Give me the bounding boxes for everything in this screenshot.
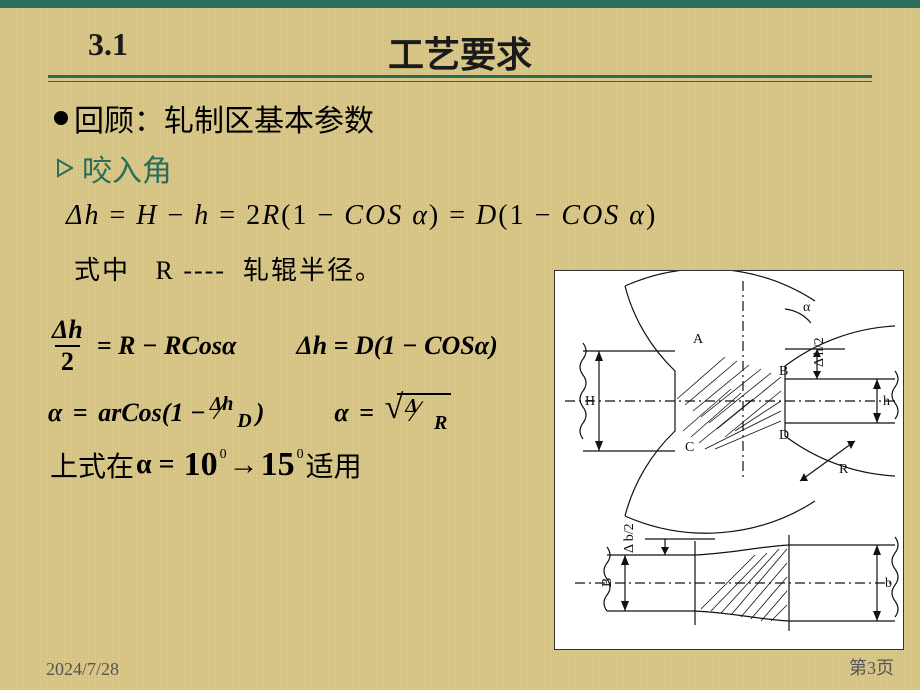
svg-text:b: b xyxy=(885,576,892,591)
eq1b-text: Δh = D(1 − COSα) xyxy=(296,331,497,361)
rolling-diagram: A B C D α R H h Δ h xyxy=(554,270,904,650)
sf-bot: D xyxy=(237,410,251,433)
page-title: 工艺要求 xyxy=(388,26,532,78)
bullet-label: 回顾：轧制区基本参数 xyxy=(74,96,374,140)
eq-alpha-sqrt: α = √ Δ ∕ R xyxy=(334,393,451,433)
deg-b: 0 xyxy=(297,447,304,463)
disc-bullet-icon xyxy=(54,111,68,125)
eq2-close: ) xyxy=(256,398,265,428)
svg-text:h: h xyxy=(883,394,890,409)
sq-bot: R xyxy=(434,412,447,435)
deg-a: 0 xyxy=(220,447,227,463)
svg-text:Δ b/2: Δ b/2 xyxy=(622,523,637,553)
range-a: 10 xyxy=(184,446,218,484)
diagram-svg: A B C D α R H h Δ h xyxy=(555,271,905,651)
subitem-bite-angle: 咬入角 xyxy=(56,146,900,190)
slash-fraction-dh-D: Δh ∕ D xyxy=(210,395,252,431)
section-number: 3.1 xyxy=(88,26,128,63)
main-formula: Δh = H − h = 2R(1 − COS α) = D(1 − COS α… xyxy=(66,200,900,232)
applies-prefix: 上式在 xyxy=(50,445,134,485)
eq1-den: 2 xyxy=(55,345,80,375)
note-prefix: 式中 xyxy=(74,256,130,285)
bullet-review: 回顾：轧制区基本参数 xyxy=(54,96,900,140)
eq-alpha-arccos: α = arCos(1 − Δh ∕ D ) xyxy=(48,395,264,431)
slash-fraction-D-R: Δ ∕ R xyxy=(405,397,447,433)
svg-text:D: D xyxy=(779,428,789,443)
title-row: 3.1 工艺要求 xyxy=(0,8,920,75)
svg-text:R: R xyxy=(839,462,849,477)
svg-text:Δ h/2: Δ h/2 xyxy=(812,337,827,367)
range-arrow: → xyxy=(229,448,259,482)
eq-dh-D: Δh = D(1 − COSα) xyxy=(296,331,497,361)
note-symbol: R xyxy=(156,256,175,285)
footer-date: 2024/7/28 xyxy=(46,659,119,680)
eq-dh-over-2: Δh 2 = R − RCosα xyxy=(48,317,236,375)
svg-text:B: B xyxy=(779,364,788,379)
label-alpha: α xyxy=(803,300,811,315)
note-desc: 轧辊半径。 xyxy=(243,256,383,285)
svg-text:A: A xyxy=(693,332,704,347)
svg-text:C: C xyxy=(685,440,694,455)
eq1-right: = R − RCosα xyxy=(97,331,237,361)
top-accent-bar xyxy=(0,0,920,8)
eq1-num: Δh xyxy=(52,315,83,344)
svg-text:B: B xyxy=(600,578,615,587)
arrow-right-icon xyxy=(56,158,76,178)
note-dashes: ---- xyxy=(183,256,226,285)
footer-page: 第3页 xyxy=(849,654,894,680)
subitem-label: 咬入角 xyxy=(82,146,172,190)
svg-text:H: H xyxy=(585,394,595,409)
range-b: 15 xyxy=(261,446,295,484)
applies-suffix: 适用 xyxy=(306,445,362,485)
